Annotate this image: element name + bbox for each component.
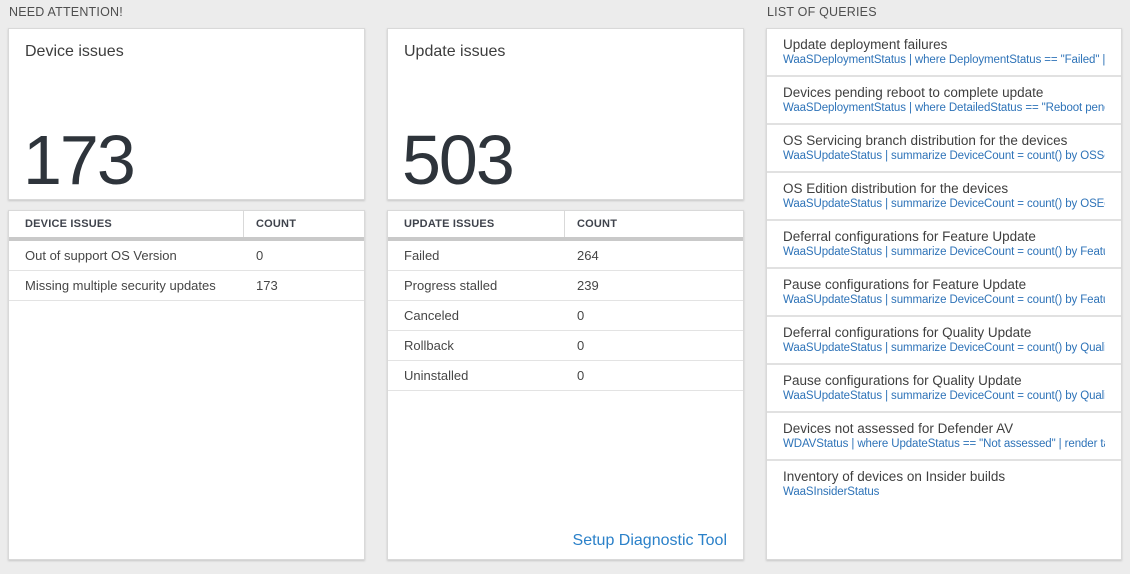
query-title: Devices not assessed for Defender AV	[783, 421, 1014, 436]
query-title: Deferral configurations for Feature Upda…	[783, 229, 1036, 244]
query-list-item[interactable]: Deferral configurations for Quality Upda…	[767, 317, 1121, 365]
row-label: Failed	[404, 248, 440, 263]
query-text: WaaSUpdateStatus | summarize DeviceCount…	[783, 294, 1105, 306]
row-label: Canceled	[404, 308, 459, 323]
query-title: OS Servicing branch distribution for the…	[783, 133, 1068, 148]
table-row[interactable]: Progress stalled 239	[388, 271, 743, 301]
table-row[interactable]: Out of support OS Version 0	[9, 241, 364, 271]
list-of-queries-header: LIST OF QUERIES	[767, 5, 877, 19]
query-title: OS Edition distribution for the devices	[783, 181, 1009, 196]
query-text: WaaSUpdateStatus | summarize DeviceCount…	[783, 390, 1105, 402]
query-text: WaaSInsiderStatus	[783, 486, 880, 498]
query-text: WDAVStatus | where UpdateStatus == "Not …	[783, 438, 1105, 450]
row-count: 0	[577, 308, 585, 323]
table-row[interactable]: Canceled 0	[388, 301, 743, 331]
query-list-item[interactable]: OS Edition distribution for the devices …	[767, 173, 1121, 221]
row-label: Uninstalled	[404, 368, 469, 383]
update-issues-title: Update issues	[404, 43, 506, 60]
update-issues-column: Update issues 503 UPDATE ISSUES COUNT Fa…	[387, 28, 744, 560]
device-issues-count: 173	[23, 121, 136, 199]
device-issues-column: Device issues 173 DEVICE ISSUES COUNT Ou…	[8, 28, 365, 560]
query-text: WaaSUpdateStatus | summarize DeviceCount…	[783, 198, 1105, 210]
query-text: WaaSUpdateStatus | summarize DeviceCount…	[783, 246, 1105, 258]
device-issues-table: DEVICE ISSUES COUNT Out of support OS Ve…	[8, 210, 365, 560]
row-label: Out of support OS Version	[25, 248, 177, 263]
query-list-item[interactable]: OS Servicing branch distribution for the…	[767, 125, 1121, 173]
table-row[interactable]: Uninstalled 0	[388, 361, 743, 391]
query-text: WaaSDeploymentStatus | where DetailedSta…	[783, 102, 1105, 114]
table-header-divider-bar	[9, 237, 364, 241]
query-list-item[interactable]: Inventory of devices on Insider builds W…	[767, 461, 1121, 507]
query-list-item[interactable]: Pause configurations for Feature Update …	[767, 269, 1121, 317]
row-count: 0	[577, 338, 585, 353]
query-list-item[interactable]: Update deployment failures WaaSDeploymen…	[767, 29, 1121, 77]
row-count: 173	[256, 278, 278, 293]
query-title: Pause configurations for Quality Update	[783, 373, 1022, 388]
query-text: WaaSDeploymentStatus | where DeploymentS…	[783, 54, 1105, 66]
count-column-header: COUNT	[577, 218, 618, 230]
query-list-item[interactable]: Deferral configurations for Feature Upda…	[767, 221, 1121, 269]
update-issues-tile[interactable]: Update issues 503	[387, 28, 744, 200]
query-title: Deferral configurations for Quality Upda…	[783, 325, 1032, 340]
device-issues-title: Device issues	[25, 43, 124, 60]
query-list-item[interactable]: Devices pending reboot to complete updat…	[767, 77, 1121, 125]
row-count: 0	[256, 248, 264, 263]
table-row[interactable]: Rollback 0	[388, 331, 743, 361]
queries-column: Update deployment failures WaaSDeploymen…	[766, 28, 1122, 560]
row-count: 264	[577, 248, 599, 263]
count-column-header: COUNT	[256, 218, 297, 230]
table-row[interactable]: Missing multiple security updates 173	[9, 271, 364, 301]
update-issues-table-header: UPDATE ISSUES COUNT	[388, 211, 743, 237]
device-issues-tile[interactable]: Device issues 173	[8, 28, 365, 200]
setup-diagnostic-tool-link[interactable]: Setup Diagnostic Tool	[572, 532, 727, 549]
query-title: Devices pending reboot to complete updat…	[783, 85, 1044, 100]
table-row[interactable]: Failed 264	[388, 241, 743, 271]
device-issues-table-header: DEVICE ISSUES COUNT	[9, 211, 364, 237]
query-title: Pause configurations for Feature Update	[783, 277, 1027, 292]
query-text: WaaSUpdateStatus | summarize DeviceCount…	[783, 342, 1105, 354]
row-label: Missing multiple security updates	[25, 278, 216, 293]
query-title: Inventory of devices on Insider builds	[783, 469, 1006, 484]
query-title: Update deployment failures	[783, 37, 948, 52]
query-text: WaaSUpdateStatus | summarize DeviceCount…	[783, 150, 1105, 162]
row-count: 239	[577, 278, 599, 293]
update-issues-column-header: UPDATE ISSUES	[388, 211, 565, 237]
query-list-item[interactable]: Pause configurations for Quality Update …	[767, 365, 1121, 413]
need-attention-header: NEED ATTENTION!	[9, 5, 123, 19]
query-list: Update deployment failures WaaSDeploymen…	[766, 28, 1122, 560]
device-issues-column-header: DEVICE ISSUES	[9, 211, 244, 237]
row-count: 0	[577, 368, 585, 383]
table-header-divider-bar	[388, 237, 743, 241]
row-label: Progress stalled	[404, 278, 498, 293]
query-list-item[interactable]: Devices not assessed for Defender AV WDA…	[767, 413, 1121, 461]
update-issues-table: UPDATE ISSUES COUNT Failed 264 Progress …	[387, 210, 744, 560]
row-label: Rollback	[404, 338, 454, 353]
update-issues-count: 503	[402, 121, 515, 199]
